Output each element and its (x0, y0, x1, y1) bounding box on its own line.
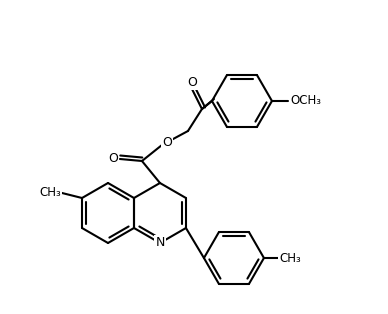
Text: O: O (187, 75, 197, 89)
Text: OCH₃: OCH₃ (291, 95, 322, 107)
Text: O: O (108, 153, 118, 165)
Text: O: O (162, 136, 172, 149)
Text: CH₃: CH₃ (39, 186, 61, 198)
Text: CH₃: CH₃ (279, 252, 301, 264)
Text: N: N (155, 236, 165, 250)
